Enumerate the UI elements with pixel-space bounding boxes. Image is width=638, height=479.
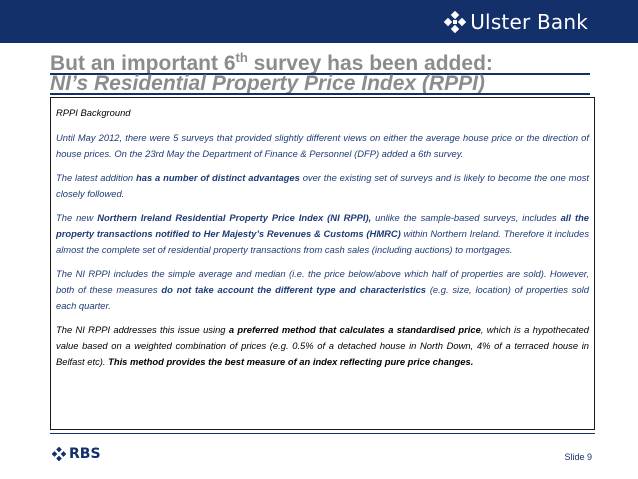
paragraph-3: The new Northern Ireland Residential Pro… (56, 212, 590, 255)
paragraph-2: The latest addition has a number of dist… (56, 172, 589, 199)
rbs-logo: RBS (52, 446, 101, 462)
footer-divider (50, 433, 595, 434)
paragraph-5: The NI RPPI addresses this issue using a… (56, 324, 589, 367)
title-divider-2 (50, 93, 590, 95)
rppi-background-box: RPPI Background Until May 2012, there we… (50, 97, 595, 430)
daisy-wheel-icon (444, 11, 467, 33)
header-bar: Ulster Bank (0, 0, 638, 43)
rbs-logo-text: RBS (69, 446, 101, 462)
paragraph-4: The NI RPPI includes the simple average … (56, 268, 589, 311)
paragraph-1: Until May 2012, there were 5 surveys tha… (56, 132, 589, 159)
slide-number: Slide 9 (564, 452, 592, 462)
brand-name: Ulster Bank (470, 10, 588, 34)
title-divider-1 (50, 73, 590, 75)
slide-title-line2: NI’s Residential Property Price Index (R… (50, 72, 485, 95)
ulster-bank-logo: Ulster Bank (444, 10, 588, 34)
daisy-wheel-icon (52, 447, 66, 461)
slide-title-line1: But an important 6th survey has been add… (50, 50, 493, 75)
box-heading: RPPI Background (56, 107, 131, 118)
